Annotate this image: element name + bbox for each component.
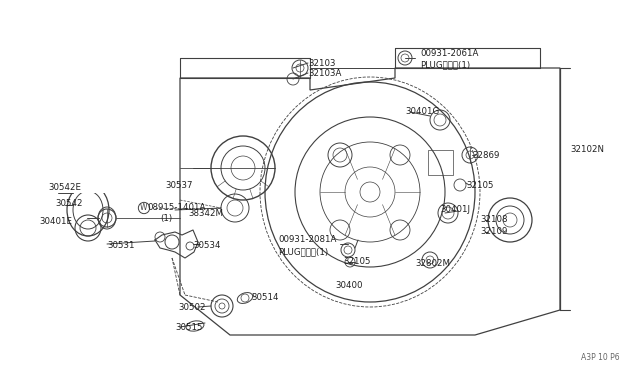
Text: 30401J: 30401J — [440, 205, 470, 215]
Bar — [68, 175, 108, 193]
Text: A3P 10 P6: A3P 10 P6 — [581, 353, 620, 362]
Text: PLUGプラグ(1): PLUGプラグ(1) — [420, 61, 470, 70]
Text: 30537: 30537 — [165, 180, 193, 189]
Text: 30542: 30542 — [55, 199, 83, 208]
Text: W: W — [140, 203, 148, 212]
Text: 32103A: 32103A — [308, 68, 341, 77]
Text: 30531: 30531 — [107, 241, 134, 250]
Text: 08915-1401A: 08915-1401A — [147, 202, 205, 212]
Text: PLUGプラグ(1): PLUGプラグ(1) — [278, 247, 328, 257]
Text: 32103: 32103 — [308, 58, 335, 67]
Text: 30515: 30515 — [175, 323, 202, 331]
Text: 30401G: 30401G — [405, 108, 439, 116]
Text: 30514: 30514 — [251, 292, 278, 301]
Text: 38342M: 38342M — [188, 208, 223, 218]
Text: 32105: 32105 — [466, 180, 493, 189]
Text: 32102N: 32102N — [570, 145, 604, 154]
Text: 32109: 32109 — [480, 228, 508, 237]
Text: (1): (1) — [160, 214, 172, 222]
Text: 00931-2061A: 00931-2061A — [420, 49, 478, 58]
Text: 32105: 32105 — [343, 257, 371, 266]
Text: 30400: 30400 — [335, 280, 362, 289]
Text: 30542E: 30542E — [48, 183, 81, 192]
Text: 32802M: 32802M — [415, 259, 450, 267]
Bar — [428, 150, 453, 175]
Text: 30534: 30534 — [193, 241, 221, 250]
Text: 00931-2081A: 00931-2081A — [278, 235, 337, 244]
Text: 30401E: 30401E — [39, 218, 72, 227]
Text: 32108: 32108 — [480, 215, 508, 224]
Text: 30502: 30502 — [178, 302, 205, 311]
Text: 32869: 32869 — [472, 151, 499, 160]
